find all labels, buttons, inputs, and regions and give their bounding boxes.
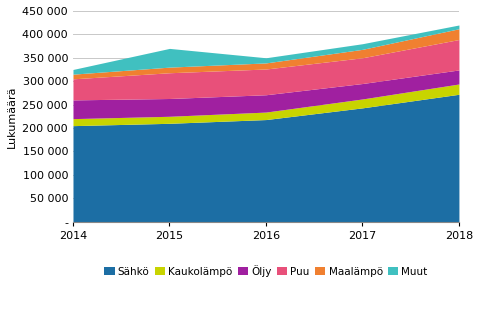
Y-axis label: Lukumäärä: Lukumäärä [7,85,17,147]
Legend: Sähkö, Kaukolämpö, Öljy, Puu, Maalämpö, Muut: Sähkö, Kaukolämpö, Öljy, Puu, Maalämpö, … [100,261,432,281]
